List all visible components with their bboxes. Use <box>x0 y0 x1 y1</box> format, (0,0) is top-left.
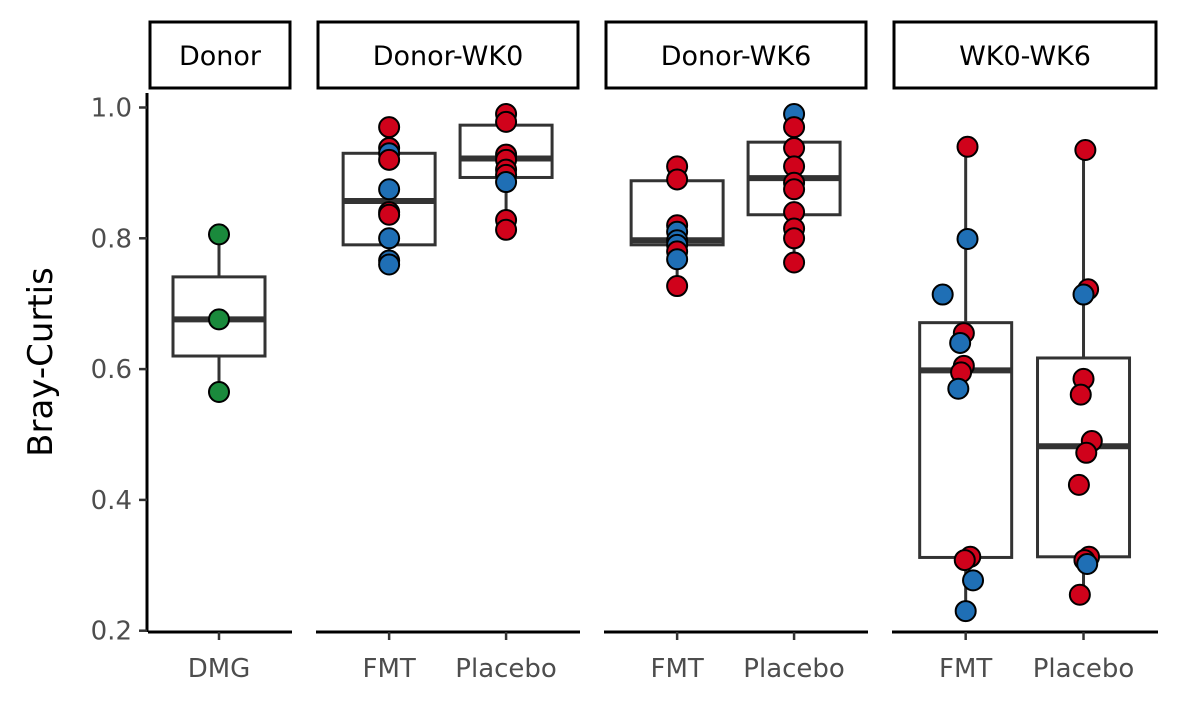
x-tick-label: Placebo <box>1033 654 1135 684</box>
strip-box <box>316 20 580 90</box>
data-point <box>783 251 806 274</box>
data-point <box>1075 441 1098 464</box>
x-tick-label: Placebo <box>743 654 845 684</box>
data-point <box>783 137 806 160</box>
x-tick-label: Placebo <box>455 654 557 684</box>
data-point <box>1072 283 1095 306</box>
data-point <box>949 331 972 354</box>
data-point <box>208 223 230 246</box>
strip-label: WK0-WK6 <box>959 41 1091 72</box>
data-point <box>208 308 230 331</box>
data-point <box>378 203 401 226</box>
data-point <box>1069 383 1092 406</box>
y-axis-title: Bray-Curtis <box>21 267 61 457</box>
data-point <box>953 549 976 572</box>
data-point <box>783 116 806 139</box>
box-group-fmt <box>629 155 725 298</box>
data-point <box>378 253 401 276</box>
data-point <box>783 227 806 250</box>
y-tick-label: 0.6 <box>91 355 132 385</box>
data-point <box>666 248 689 271</box>
data-point <box>495 218 518 241</box>
strip-box <box>604 20 868 90</box>
strip-label: Donor-WK6 <box>661 41 812 72</box>
data-point <box>666 275 689 298</box>
facet-panel-donor: Donor DMG <box>148 20 292 684</box>
y-tick-label: 0.8 <box>91 224 132 254</box>
data-point <box>1067 473 1090 496</box>
data-point <box>783 178 806 201</box>
strip-box <box>892 20 1158 90</box>
data-point <box>956 135 979 158</box>
data-point <box>1074 139 1097 162</box>
facet-panel-donor-wk6: Donor-WK6 FMT Placebo <box>604 20 868 684</box>
data-point <box>495 110 518 133</box>
data-point <box>378 148 401 171</box>
box-group-fmt <box>918 135 1014 623</box>
x-tick-label: FMT <box>650 654 703 684</box>
data-point <box>947 377 970 400</box>
data-point <box>956 227 979 250</box>
data-point <box>378 116 401 139</box>
strip-label: Donor-WK0 <box>373 41 524 72</box>
data-point <box>378 227 401 250</box>
data-point <box>962 569 985 592</box>
data-point <box>495 171 518 194</box>
x-tick-label: FMT <box>362 654 415 684</box>
box-group-fmt <box>341 116 437 276</box>
data-point <box>1068 583 1091 606</box>
box-group-placebo <box>746 103 842 274</box>
data-point <box>208 380 230 403</box>
data-point <box>931 283 954 306</box>
x-tick-label: DMG <box>188 654 251 684</box>
facet-panel-wk0-wk6: WK0-WK6 FMT Placebo <box>892 20 1158 684</box>
y-tick-label: 0.2 <box>91 617 132 647</box>
y-axis: 0.2 0.4 0.6 0.8 1.0 <box>91 93 149 647</box>
data-point <box>378 178 401 201</box>
strip-box <box>148 20 292 90</box>
box-group-placebo <box>1036 139 1132 606</box>
facet-panel-donor-wk0: Donor-WK0 FMT Placebo <box>316 20 580 684</box>
strip-label: Donor <box>179 41 262 72</box>
data-point <box>1076 552 1099 575</box>
x-tick-label: FMT <box>939 654 992 684</box>
data-point <box>954 600 977 623</box>
y-tick-label: 1.0 <box>91 94 132 124</box>
box-group-placebo <box>458 103 554 241</box>
y-tick-label: 0.4 <box>91 486 132 516</box>
facet-panels: Donor DMG Donor-WK0 FMT Placebo Donor-WK6 FMT P… <box>148 20 1158 684</box>
data-point <box>666 168 689 191</box>
box-group-dmg <box>171 223 267 403</box>
